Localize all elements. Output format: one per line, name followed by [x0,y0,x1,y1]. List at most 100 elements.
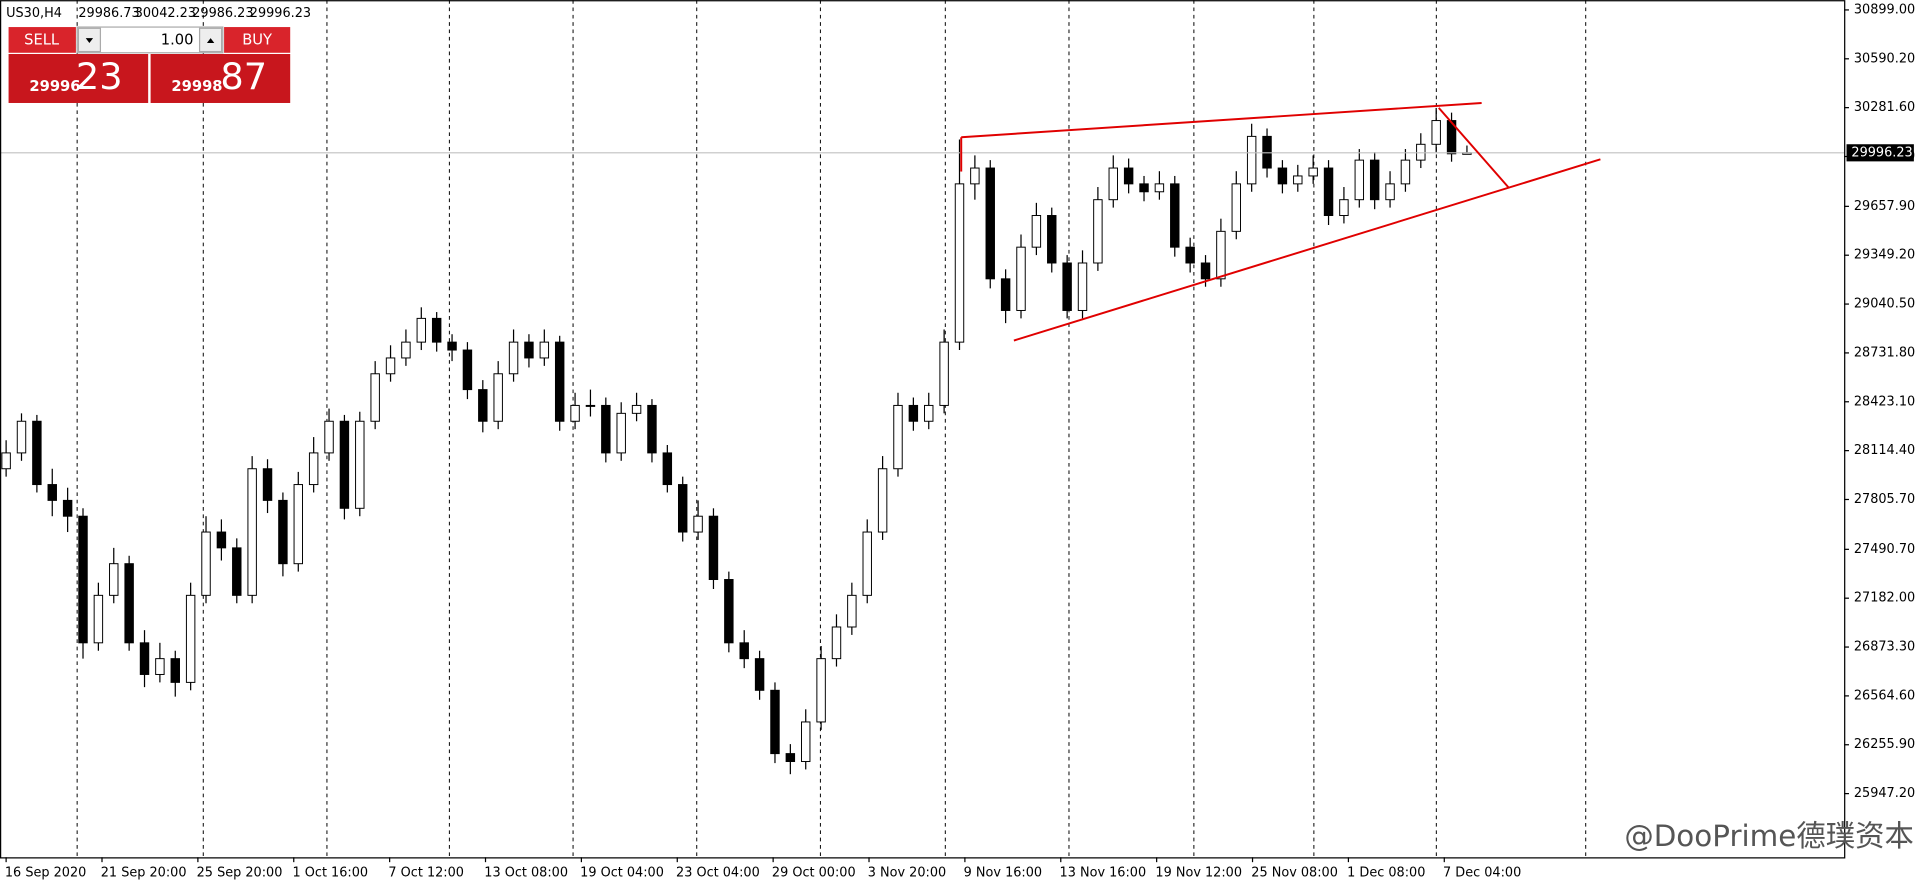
buy-button[interactable] [224,27,291,53]
x-tick-label: 9 Nov 16:00 [964,866,1042,881]
candle-body [1047,215,1057,264]
lot-value: 1.00 [161,32,194,49]
candle-body [278,499,288,565]
y-tick-label: 26564.60 [1854,688,1915,703]
ask-main: 29998 [171,78,222,95]
candle-body [1062,262,1072,311]
x-tick-label: 13 Nov 16:00 [1060,866,1147,881]
candle-body [647,404,657,454]
bid-main: 29996 [29,78,80,95]
candle-body [16,420,27,454]
candle-body [954,183,965,343]
candle-body [970,167,980,185]
candle-body [324,420,334,454]
trendlines [960,102,1601,342]
candle-body [1216,230,1226,280]
x-tick-label: 16 Sep 2020 [5,866,86,881]
y-tick-label: 25947.20 [1854,786,1915,801]
candle-body [570,404,580,422]
candle-body [47,484,57,501]
candle-body [216,531,227,549]
candle-body [677,484,688,533]
candle-body [493,373,503,422]
candle-body [1123,167,1134,185]
sell-price-box[interactable] [8,54,149,103]
current-price-label: 29996.23 [1851,145,1912,160]
x-tick-label: 7 Oct 12:00 [388,866,464,881]
x-tick-label: 19 Oct 04:00 [580,866,664,881]
candle-body [847,594,857,628]
candle-body [1154,183,1165,193]
candle-body [862,531,872,596]
candle-body [1185,246,1195,264]
candle-body [62,499,73,517]
x-tick-label: 7 Dec 04:00 [1443,866,1521,881]
y-tick-label: 27490.70 [1854,542,1915,557]
candle-body [1108,167,1118,201]
trendline-lower [1013,158,1601,342]
candle-body [416,317,427,343]
candle-body [262,468,273,501]
candle-body [939,341,949,406]
candle-body [1000,278,1011,311]
watermark: @DooPrime德璞资本 [1624,819,1914,853]
header-close: 29996.23 [250,6,311,21]
candle-body [831,626,842,660]
buy-price-box[interactable] [150,54,291,103]
candle-body [508,341,519,375]
y-tick-label: 28731.80 [1854,345,1915,360]
y-tick-label: 28423.10 [1854,394,1915,409]
trendline-upper [961,102,1482,139]
candle-body [585,404,596,407]
candle-body [232,547,242,596]
candle-body [1246,135,1257,185]
sell-button[interactable] [8,27,76,53]
candle-body [185,594,196,683]
candle-body [385,357,396,375]
candle-body [708,515,719,581]
candle-body [1170,183,1180,248]
candle-body [293,484,304,565]
candle-body [893,404,903,470]
candle-body [124,563,134,644]
candle-body [201,531,211,596]
trendline-break [1438,107,1510,189]
y-tick-label: 26873.30 [1854,640,1915,655]
y-tick-label: 30281.60 [1854,100,1915,115]
candle-body [1200,262,1211,280]
candle-body [401,341,411,359]
candle-body [924,404,934,422]
candle-body [170,658,180,683]
candle-body [1293,175,1303,185]
candle-body [801,721,811,763]
candle-body [1385,183,1395,201]
candle-body [524,341,534,359]
x-tick-label: 21 Sep 20:00 [101,866,187,881]
buy-label: BUY [242,32,272,49]
candle-body [985,167,995,280]
candle-body [1031,215,1042,248]
y-tick-label: 26255.90 [1854,737,1915,752]
candle-body [1077,262,1088,311]
y-tick-label: 28114.40 [1854,443,1915,458]
candle-body [462,349,473,391]
candle-body [478,389,488,422]
candle-body [339,420,350,509]
candle-body [447,341,457,351]
y-tick-label: 29040.50 [1854,297,1915,312]
candle-body [785,753,796,763]
plot [0,107,1845,775]
candle-body [1400,159,1411,185]
candle-body [431,317,442,343]
candle-body [1369,159,1380,201]
x-tick-label: 25 Sep 20:00 [197,866,283,881]
candle-body [1,452,11,470]
candle-body [109,563,119,596]
candle-body [1354,159,1365,201]
candle-body [93,594,104,644]
candle-body [601,404,611,454]
lot-input[interactable] [76,26,224,54]
ask-pips: 87 [220,55,267,98]
candle-body [139,642,150,675]
header-low: 29986.23 [192,6,253,21]
